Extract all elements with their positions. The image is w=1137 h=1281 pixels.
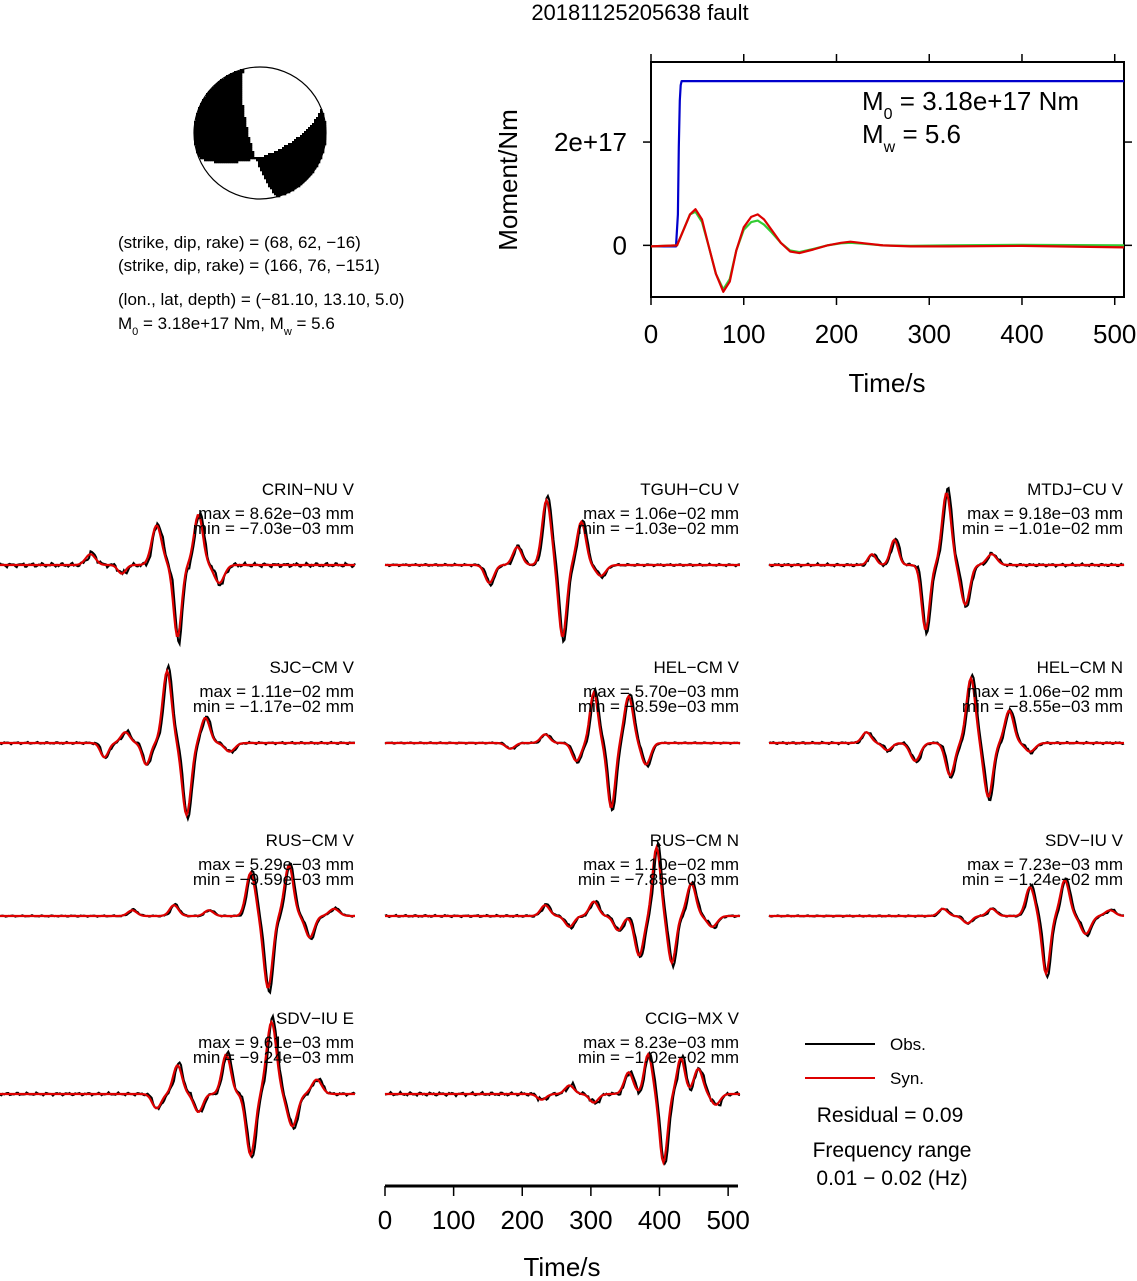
wave-xtick-label: 300 [569, 1205, 612, 1235]
station-label: MTDJ−CU V [1027, 480, 1124, 499]
moment-x-label: Time/s [848, 368, 925, 398]
legend-obs-label: Obs. [890, 1035, 926, 1054]
wave-xtick-label: 500 [706, 1205, 749, 1235]
nodal-plane-1: (strike, dip, rake) = (68, 62, −16) [118, 233, 361, 252]
moment-ytick-label: 2e+17 [554, 127, 627, 157]
synthetic-trace [0, 1019, 355, 1158]
synthetic-trace [0, 865, 355, 989]
synthetic-trace [769, 879, 1125, 977]
moment-xtick-label: 200 [815, 319, 858, 349]
frequency-range-title: Frequency range [813, 1139, 972, 1162]
moment-y-label: Moment/Nm [493, 109, 523, 251]
synthetic-trace [385, 1052, 740, 1166]
moment-m0-annotation: M0 = 3.18e+17 Nm [862, 86, 1079, 123]
moment-series-line-1 [650, 210, 1125, 291]
legend: Obs. Syn. Residual = 0.09 Frequency rang… [805, 1035, 971, 1190]
moment-xtick-label: 300 [908, 319, 951, 349]
moment-function-chart: 0 100 200 300 400 500 0 2e+17 Time/s Moment/Nm… [493, 54, 1136, 398]
wave-x-label: Time/s [523, 1252, 600, 1281]
station-max: max = 8.62e−03 mm [198, 504, 354, 523]
station-label: TGUH−CU V [640, 480, 739, 499]
station-min: min = −1.01e−02 mm [962, 519, 1123, 538]
legend-syn-label: Syn. [890, 1069, 924, 1088]
synthetic-trace [385, 844, 740, 966]
moment-plot-frame [650, 61, 1125, 298]
station-label: RUS−CM V [266, 831, 355, 850]
synthetic-trace [385, 497, 740, 637]
wave-xtick-label: 200 [501, 1205, 544, 1235]
synthetic-trace [769, 675, 1124, 798]
moment-series-line-2 [650, 208, 1125, 293]
focal-mechanism-beachball [193, 66, 327, 200]
station-max: max = 1.10e−02 mm [583, 855, 739, 874]
station-min: min = −8.59e−03 mm [578, 697, 739, 716]
moment-xtick-label: 100 [722, 319, 765, 349]
wave-xtick-label: 400 [638, 1205, 681, 1235]
wave-xtick-label: 100 [432, 1205, 475, 1235]
station-label: RUS−CM N [650, 831, 739, 850]
nodal-plane-2: (strike, dip, rake) = (166, 76, −151) [118, 256, 380, 275]
station-max: max = 7.23e−03 mm [967, 855, 1123, 874]
station-max: max = 1.06e−02 mm [583, 504, 739, 523]
station-max: max = 1.11e−02 mm [199, 682, 354, 701]
station-label: HEL−CM N [1037, 658, 1123, 677]
station-min: min = −7.85e−03 mm [578, 870, 739, 889]
moment-xtick-label: 500 [1093, 319, 1136, 349]
hypocenter-location: (lon., lat, depth) = (−81.10, 13.10, 5.0… [118, 290, 404, 309]
station-label: SDV−IU E [276, 1009, 354, 1028]
station-max: max = 8.23e−03 mm [583, 1033, 739, 1052]
synthetic-trace [385, 689, 740, 808]
station-min: min = −7.03e−03 mm [193, 519, 354, 538]
moment-series-line-0 [651, 79, 1124, 248]
station-min: min = −9.24e−03 mm [193, 1048, 354, 1067]
synthetic-trace [0, 514, 355, 638]
frequency-range-value: 0.01 − 0.02 (Hz) [816, 1167, 967, 1190]
moment-xtick-label: 0 [644, 319, 658, 349]
observed-trace [768, 877, 1125, 980]
moment-magnitude-line: M0 = 3.18e+17 Nm, Mw = 5.6 [118, 314, 335, 338]
figure-title: 20181125205638 fault [531, 0, 748, 25]
station-label: CCIG−MX V [645, 1009, 740, 1028]
station-label: CRIN−NU V [262, 480, 355, 499]
station-min: min = −8.55e−03 mm [962, 697, 1123, 716]
synthetic-trace [769, 492, 1124, 630]
station-max: max = 5.70e−03 mm [583, 682, 739, 701]
residual-text: Residual = 0.09 [817, 1104, 964, 1127]
moment-ytick-label: 0 [613, 230, 627, 260]
wave-xtick-label: 0 [378, 1205, 392, 1235]
station-max: max = 1.06e−02 mm [967, 682, 1123, 701]
station-min: min = −1.24e−02 mm [962, 870, 1123, 889]
station-label: HEL−CM V [654, 658, 740, 677]
beachball-outline [193, 66, 327, 200]
station-label: SJC−CM V [269, 658, 354, 677]
synthetic-trace [0, 668, 355, 819]
station-max: max = 9.18e−03 mm [967, 504, 1123, 523]
beachball-compressional-quadrants [194, 69, 327, 198]
moment-mw-annotation: Mw = 5.6 [862, 119, 961, 156]
station-max: max = 9.61e−03 mm [198, 1033, 354, 1052]
observed-trace [384, 1050, 741, 1166]
station-min: min = −1.02e−02 mm [578, 1048, 739, 1067]
mechanism-info: (strike, dip, rake) = (68, 62, −16) (str… [118, 233, 404, 338]
station-min: min = −9.59e−03 mm [193, 870, 354, 889]
moment-xtick-label: 400 [1000, 319, 1043, 349]
station-min: min = −1.17e−02 mm [193, 697, 354, 716]
station-max: max = 5.29e−03 mm [198, 855, 354, 874]
station-min: min = −1.03e−02 mm [578, 519, 739, 538]
waveform-time-axis: 0 100 200 300 400 500 Time/s [378, 1184, 750, 1281]
station-label: SDV−IU V [1045, 831, 1124, 850]
